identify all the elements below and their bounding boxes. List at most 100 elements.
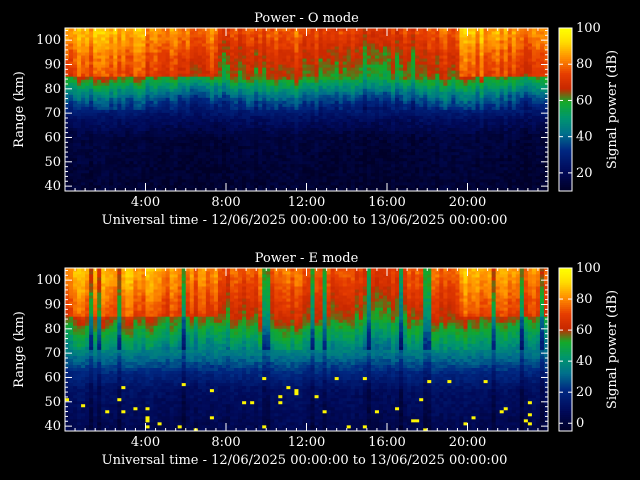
heatmap-cell [322,28,328,32]
heatmap-cell [266,175,271,180]
heatmap-cell [121,100,126,104]
heatmap-cell [427,109,432,113]
heatmap-cell [262,34,267,38]
heatmap-cell [387,94,392,98]
heatmap-cell [113,163,118,168]
heatmap-cell [250,31,255,35]
heatmap-cell [185,46,191,50]
heatmap-cell [262,100,267,104]
heatmap-cell [230,187,235,192]
heatmap-cell [330,88,336,92]
heatmap-cell [149,157,154,162]
heatmap-cell [169,94,175,98]
heatmap-cell [121,130,126,135]
heatmap-cell [403,145,408,150]
heatmap-cell [125,115,130,119]
heatmap-cell [234,184,239,189]
heatmap-cell [403,46,408,50]
heatmap-cell [354,31,360,35]
heatmap-cell [382,109,388,113]
heatmap-cell [217,46,223,50]
heatmap-cell [189,37,195,41]
heatmap-cell [246,142,251,147]
heatmap-cell [125,37,130,41]
heatmap-cell [302,100,307,104]
heatmap-cell [262,112,267,116]
heatmap-cell [65,103,70,107]
heatmap-cell [411,160,416,165]
heatmap-cell [97,49,102,53]
heatmap-cell [387,58,392,62]
heatmap-cell [69,94,74,98]
heatmap-cell [258,85,263,89]
heatmap-cell [101,109,106,113]
heatmap-cell [330,82,336,86]
heatmap-cell [217,160,223,165]
heatmap-cell [133,157,138,162]
heatmap-cell [411,187,416,192]
heatmap-cell [226,139,231,144]
heatmap-cell [258,115,263,119]
heatmap-cell [358,133,364,138]
heatmap-cell [121,97,126,101]
heatmap-cell [374,94,380,98]
heatmap-cell [431,160,436,165]
heatmap-cell [181,145,187,150]
heatmap-cell [201,88,207,92]
heatmap-cell [258,163,263,168]
heatmap-cell [374,40,380,44]
heatmap-cell [378,52,384,56]
heatmap-cell [318,109,324,113]
heatmap-cell [342,151,348,156]
heatmap-cell [125,163,130,168]
heatmap-cell [157,100,162,104]
heatmap-cell [298,154,303,159]
heatmap-cell [266,55,271,59]
heatmap-cell [387,97,392,101]
heatmap-cell [157,85,162,89]
heatmap-cell [125,172,130,177]
heatmap-cell [286,157,291,162]
heatmap-cell [205,73,211,77]
heatmap-cell [342,37,348,41]
heatmap-cell [209,169,215,174]
heatmap-cell [395,103,400,107]
heatmap-cell [274,178,279,183]
heatmap-cell [161,46,167,50]
heatmap-cell [294,148,299,153]
heatmap-cell [254,79,259,83]
heatmap-cell [391,151,396,156]
heatmap-cell [121,184,126,189]
heatmap-cell [93,97,98,101]
heatmap-cell [109,46,114,50]
heatmap-cell [89,145,94,150]
heatmap-cell [382,166,388,171]
heatmap-cell [93,157,98,162]
heatmap-cell [113,106,118,110]
heatmap-cell [101,160,106,165]
heatmap-cell [129,46,134,50]
heatmap-cell [395,94,400,98]
heatmap-cell [141,127,146,132]
heatmap-cell [427,61,432,65]
heatmap-cell [238,85,243,89]
heatmap-cell [73,73,78,77]
heatmap-cell [145,112,150,116]
heatmap-cell [77,76,82,80]
heatmap-cell [395,160,400,165]
heatmap-cell [294,163,299,168]
heatmap-cell [121,34,126,38]
heatmap-cell [294,142,299,147]
heatmap-cell [358,79,364,83]
heatmap-cell [387,133,392,138]
heatmap-cell [157,145,162,150]
heatmap-cell [153,52,158,56]
heatmap-cell [133,181,138,186]
heatmap-cell [362,28,368,32]
heatmap-cell [77,148,82,153]
heatmap-cell [423,151,428,156]
heatmap-cell [395,31,400,35]
heatmap-cell [185,169,191,174]
heatmap-cell [117,127,122,132]
heatmap-cell [374,97,380,101]
